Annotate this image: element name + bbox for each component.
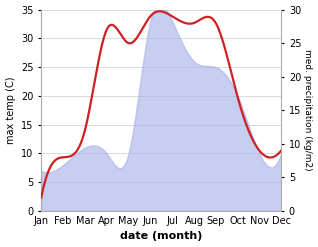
Y-axis label: med. precipitation (kg/m2): med. precipitation (kg/m2) <box>303 49 313 171</box>
X-axis label: date (month): date (month) <box>120 231 203 242</box>
Y-axis label: max temp (C): max temp (C) <box>5 77 16 144</box>
